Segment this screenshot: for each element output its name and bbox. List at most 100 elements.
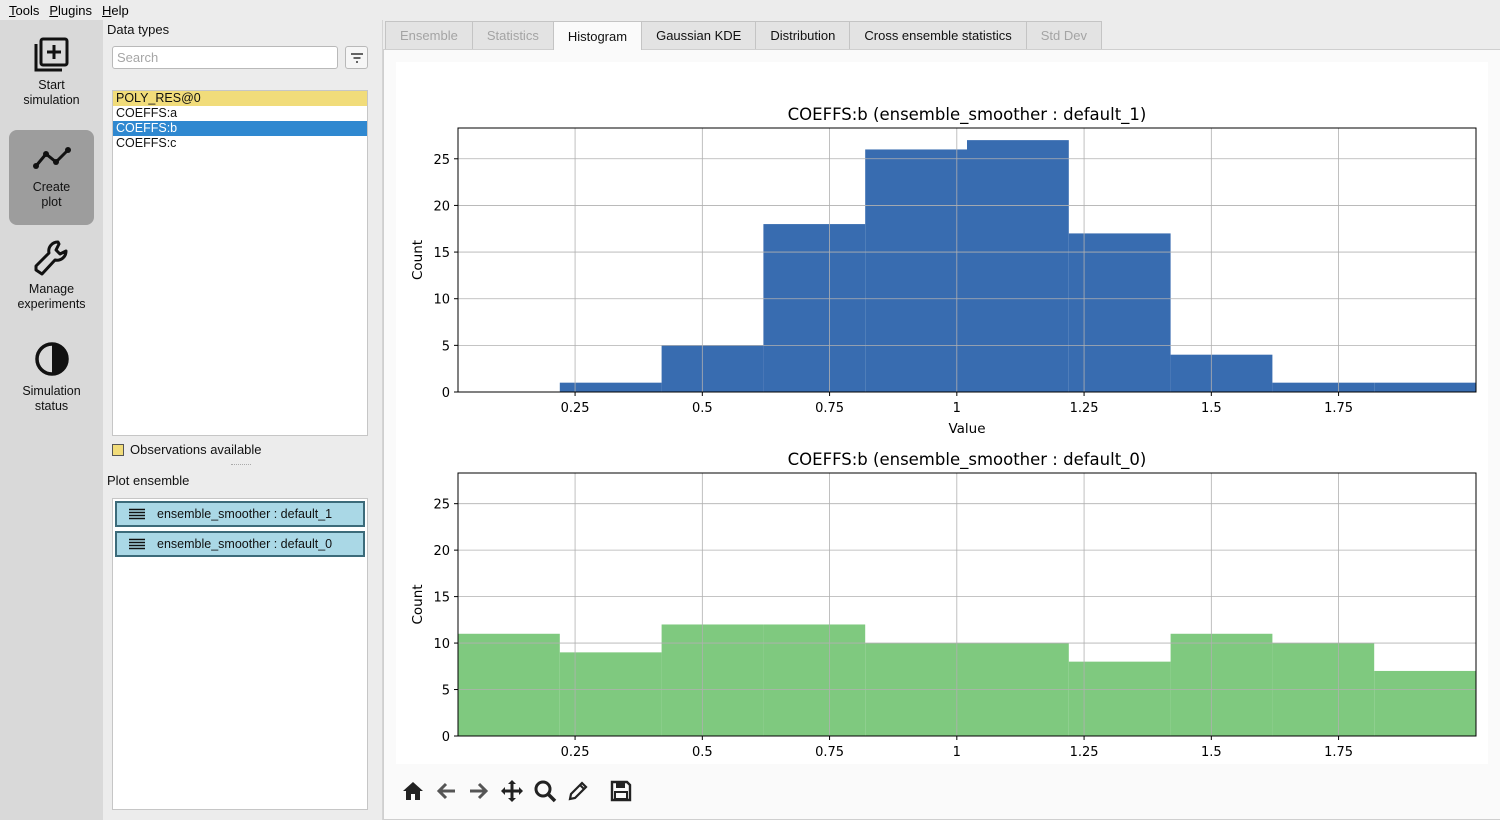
menu-help[interactable]: Help xyxy=(102,2,129,18)
edit-icon xyxy=(568,781,588,801)
list-item[interactable]: COEFFS:c xyxy=(116,136,177,150)
x-axis-label: Value xyxy=(948,421,985,437)
histogram-bar xyxy=(661,624,764,736)
menu-plugins[interactable]: Plugins xyxy=(49,2,92,18)
histogram-bar xyxy=(763,224,866,392)
ensemble-item[interactable]: ensemble_smoother : default_1 xyxy=(115,501,365,527)
home-button[interactable] xyxy=(396,776,429,806)
search-input[interactable] xyxy=(112,46,338,69)
splitter-handle[interactable] xyxy=(231,464,251,466)
tab-statistics[interactable]: Statistics xyxy=(471,21,554,49)
save-button[interactable] xyxy=(604,776,637,806)
x-tick-label: 1 xyxy=(953,401,961,416)
histogram-bar xyxy=(1374,382,1476,392)
plot-tabs: Ensemble Statistics Histogram Gaussian K… xyxy=(385,21,1103,50)
x-tick-label: 0.5 xyxy=(692,401,713,416)
histogram-bar xyxy=(1170,633,1273,736)
y-tick-label: 10 xyxy=(433,293,450,308)
histogram-bar xyxy=(559,652,662,736)
observations-swatch xyxy=(112,443,124,456)
tab-ensemble[interactable]: Ensemble xyxy=(385,21,473,49)
line-chart-icon xyxy=(32,147,71,169)
axes-frame xyxy=(457,472,1477,737)
x-tick-label: 0.25 xyxy=(561,745,590,760)
y-tick-label: 10 xyxy=(433,637,450,652)
list-item[interactable]: COEFFS:b xyxy=(113,121,367,136)
zoom-button[interactable] xyxy=(528,776,561,806)
simulation-status-button[interactable]: Simulation status xyxy=(9,340,94,420)
back-button[interactable] xyxy=(429,776,462,806)
plot-panel: Ensemble Statistics Histogram Gaussian K… xyxy=(382,20,1500,820)
y-tick-label: 25 xyxy=(433,153,450,168)
y-tick-label: 0 xyxy=(442,386,450,401)
plot-canvas[interactable]: 0.25 0.5 0.75 1 1.25 1.5 1.75 0 5 10 15 20 25 COEFFS:… xyxy=(396,62,1488,781)
manage-experiments-button[interactable]: Manage experiments xyxy=(9,238,94,318)
start-simulation-button[interactable]: Start simulation xyxy=(9,34,94,114)
x-tick-label: 1 xyxy=(953,745,961,760)
plot-ensemble-list: ensemble_smoother : default_1 ensemble_s… xyxy=(112,498,368,810)
histogram-bar xyxy=(458,633,560,736)
tab-distribution[interactable]: Distribution xyxy=(755,21,851,49)
y-tick-label: 0 xyxy=(442,730,450,745)
y-tick-label: 5 xyxy=(442,684,450,699)
y-axis-label: Count xyxy=(410,240,426,280)
histogram-bar xyxy=(1374,670,1476,736)
plot-toolbar xyxy=(396,774,637,808)
ensemble-item[interactable]: ensemble_smoother : default_0 xyxy=(115,531,365,557)
x-tick-label: 1.5 xyxy=(1201,401,1222,416)
save-icon xyxy=(610,780,631,802)
half-circle-icon xyxy=(34,342,69,376)
histogram-bar xyxy=(559,382,662,392)
histogram-figure: 0.25 0.5 0.75 1 1.25 1.5 1.750510152025COEFFS:… xyxy=(410,105,1477,781)
y-tick-label: 20 xyxy=(433,199,450,214)
tab-histogram[interactable]: Histogram xyxy=(552,21,643,50)
y-tick-label: 15 xyxy=(433,246,450,261)
zoom-icon xyxy=(534,780,556,803)
y-axis-label: Count xyxy=(410,584,426,624)
y-tick-label: 5 xyxy=(442,339,450,354)
x-tick-label: 1.75 xyxy=(1324,745,1353,760)
y-tick-label: 20 xyxy=(433,544,450,559)
pan-icon xyxy=(500,780,523,802)
histogram-bar xyxy=(1272,382,1375,392)
wrench-icon xyxy=(34,240,67,276)
pan-button[interactable] xyxy=(495,776,528,806)
edit-button[interactable] xyxy=(561,776,594,806)
x-tick-label: 0.25 xyxy=(561,401,590,416)
data-types-title: Data types xyxy=(107,22,170,37)
observations-legend: Observations available xyxy=(112,442,262,457)
data-types-list: POLY_RES@0 COEFFS:a COEFFS:b COEFFS:c xyxy=(112,90,368,436)
chart-title: COEFFS:b (ensemble_smoother : default_0) xyxy=(788,450,1147,470)
x-tick-label: 0.75 xyxy=(815,401,844,416)
side-navigation: Start simulation Create plot Manage experim… xyxy=(0,20,103,820)
tab-gaussian-kde[interactable]: Gaussian KDE xyxy=(641,21,757,49)
x-tick-label: 1.5 xyxy=(1201,745,1222,760)
forward-button[interactable] xyxy=(462,776,495,806)
histogram-bar xyxy=(763,624,866,736)
histogram-bar xyxy=(865,149,967,392)
tab-cross-ensemble-statistics[interactable]: Cross ensemble statistics xyxy=(849,21,1027,49)
list-item[interactable]: COEFFS:a xyxy=(116,106,178,120)
create-plot-button[interactable]: Create plot xyxy=(9,130,94,225)
menu-tools[interactable]: Tools xyxy=(9,2,40,18)
histogram-bar xyxy=(1170,354,1273,392)
histogram-bar xyxy=(1068,233,1171,392)
histogram-bar xyxy=(1068,661,1171,736)
drag-handle-icon[interactable] xyxy=(117,538,157,550)
tab-std-dev[interactable]: Std Dev xyxy=(1025,21,1103,49)
y-tick-label: 15 xyxy=(433,591,450,606)
filter-button[interactable] xyxy=(345,46,368,69)
filter-icon xyxy=(350,52,363,63)
x-tick-label: 1.25 xyxy=(1070,745,1099,760)
list-item[interactable]: POLY_RES@0 xyxy=(113,91,367,106)
histogram-bar xyxy=(967,140,1069,392)
chart-title: COEFFS:b (ensemble_smoother : default_1) xyxy=(788,105,1147,125)
drag-handle-icon[interactable] xyxy=(117,508,157,520)
menu-bar: Tools Plugins Help xyxy=(0,0,1500,20)
x-tick-label: 0.5 xyxy=(692,745,713,760)
x-tick-label: 1.75 xyxy=(1324,401,1353,416)
plus-square-icon xyxy=(34,37,68,72)
axes-frame xyxy=(457,127,1477,393)
tab-content: 0.25 0.5 0.75 1 1.25 1.5 1.75 0 5 10 15 20 25 COEFFS:… xyxy=(383,49,1500,820)
forward-arrow-icon xyxy=(469,782,488,800)
